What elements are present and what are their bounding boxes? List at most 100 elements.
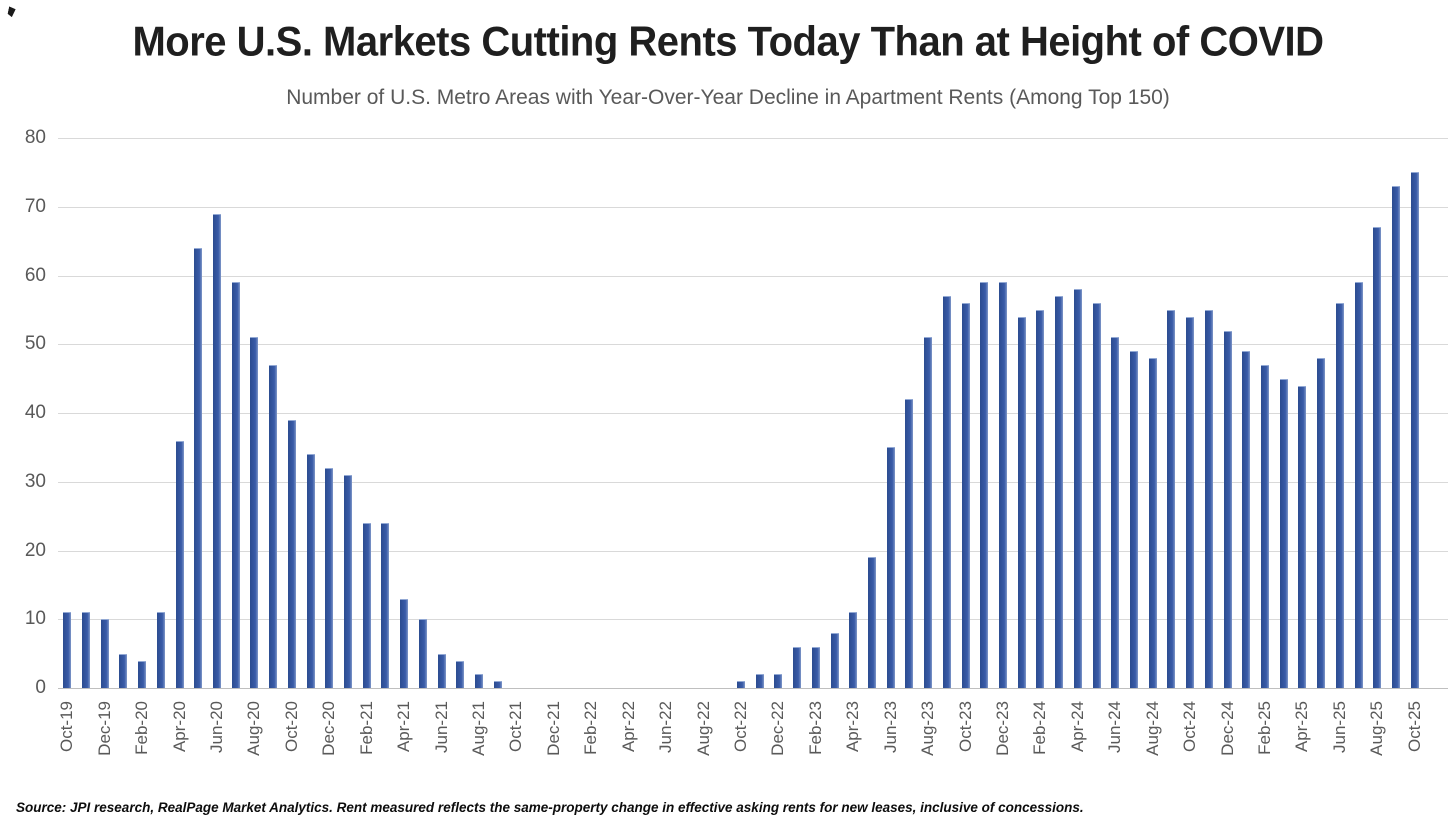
y-tick-label: 60 xyxy=(24,264,46,286)
bar xyxy=(306,454,315,688)
bar xyxy=(381,523,390,688)
x-tick-label: Oct-21 xyxy=(506,701,526,753)
bar xyxy=(287,419,296,688)
y-tick-label: 80 xyxy=(24,127,46,148)
bar xyxy=(1148,358,1157,688)
x-tick-label: Dec-21 xyxy=(543,701,563,756)
bar xyxy=(362,523,371,688)
gridline xyxy=(58,481,1448,483)
x-axis-line xyxy=(58,688,1448,689)
bar xyxy=(867,557,876,688)
gridline xyxy=(58,138,1448,139)
bar xyxy=(437,653,446,688)
bar xyxy=(886,447,895,688)
bar xyxy=(1223,330,1232,688)
x-tick-label: Aug-23 xyxy=(918,701,938,756)
bar xyxy=(1017,316,1026,688)
bar xyxy=(156,612,165,688)
source-note: Source: JPI research, RealPage Market An… xyxy=(16,800,1084,815)
bar xyxy=(269,364,278,688)
bar xyxy=(942,296,951,688)
bar xyxy=(1129,351,1138,688)
y-tick-label: 0 xyxy=(35,677,46,698)
chart-subtitle: Number of U.S. Metro Areas with Year-Ove… xyxy=(286,86,1170,109)
bar xyxy=(1279,378,1288,688)
x-tick-label: Apr-20 xyxy=(169,701,189,753)
gridline xyxy=(58,550,1448,552)
gridline xyxy=(58,413,1448,414)
bar xyxy=(1335,303,1344,688)
bar xyxy=(344,474,353,688)
bar xyxy=(100,619,109,688)
x-tick-label: Feb-23 xyxy=(805,701,825,755)
bar xyxy=(1073,289,1082,688)
bar xyxy=(1391,186,1400,688)
bar xyxy=(1186,316,1195,688)
gridline xyxy=(58,206,1448,208)
bar xyxy=(119,653,128,688)
bar xyxy=(175,440,184,688)
x-tick-label: Dec-24 xyxy=(1217,701,1237,756)
bar xyxy=(1055,296,1064,688)
bar xyxy=(1317,358,1326,688)
y-tick-label: 30 xyxy=(24,470,46,492)
bar xyxy=(1410,172,1419,688)
bar xyxy=(1167,309,1176,688)
y-tick-label: 70 xyxy=(24,195,46,217)
x-tick-label: Jun-24 xyxy=(1105,701,1125,753)
bar xyxy=(755,674,764,688)
bar xyxy=(194,248,203,688)
bar xyxy=(924,337,933,688)
bar xyxy=(250,337,259,688)
bar xyxy=(811,646,820,688)
bar xyxy=(213,213,222,688)
x-tick-label: Oct-24 xyxy=(1180,701,1200,753)
bar xyxy=(1204,309,1213,688)
x-tick-label: Jun-20 xyxy=(207,701,227,753)
x-tick-label: Apr-25 xyxy=(1292,701,1312,753)
gridline xyxy=(58,344,1448,346)
bar xyxy=(1092,303,1101,688)
x-tick-label: Dec-23 xyxy=(992,701,1012,756)
x-tick-label: Apr-24 xyxy=(1067,701,1087,753)
bar xyxy=(961,303,970,688)
x-tick-label: Feb-24 xyxy=(1030,701,1050,755)
x-tick-label: Oct-23 xyxy=(955,701,975,753)
bar xyxy=(325,468,334,688)
x-tick-label: Aug-24 xyxy=(1142,701,1162,756)
x-tick-label: Feb-25 xyxy=(1254,701,1274,755)
bar xyxy=(138,660,147,688)
bar xyxy=(456,660,465,688)
x-tick-label: Apr-22 xyxy=(618,701,638,753)
bar xyxy=(418,619,427,688)
bar xyxy=(1260,364,1269,688)
bar xyxy=(1111,337,1120,688)
x-tick-label: Aug-22 xyxy=(693,701,713,756)
bar xyxy=(1354,282,1363,688)
x-tick-label: Jun-25 xyxy=(1329,701,1349,753)
x-tick-label: Aug-20 xyxy=(244,701,264,756)
bar xyxy=(737,681,745,688)
x-tick-label: Dec-22 xyxy=(768,701,788,756)
bar xyxy=(905,399,914,688)
x-tick-label: Oct-19 xyxy=(57,701,77,753)
bar xyxy=(1373,227,1382,688)
bar xyxy=(774,674,783,688)
bar xyxy=(63,612,72,688)
x-tick-label: Apr-23 xyxy=(843,701,863,753)
x-tick-label: Jun-21 xyxy=(431,701,451,753)
x-tick-label: Feb-22 xyxy=(581,701,601,755)
y-tick-label: 10 xyxy=(24,608,46,630)
y-tick-label: 40 xyxy=(24,402,46,423)
x-tick-label: Apr-21 xyxy=(394,701,414,753)
bar xyxy=(400,598,409,688)
x-tick-label: Aug-21 xyxy=(469,701,489,756)
bar xyxy=(998,282,1007,688)
x-tick-label: Aug-25 xyxy=(1367,701,1387,756)
x-tick-label: Jun-22 xyxy=(656,701,676,753)
gridline xyxy=(58,275,1448,277)
x-tick-label: Feb-20 xyxy=(132,701,152,755)
bar xyxy=(231,282,240,688)
bar xyxy=(793,646,802,688)
